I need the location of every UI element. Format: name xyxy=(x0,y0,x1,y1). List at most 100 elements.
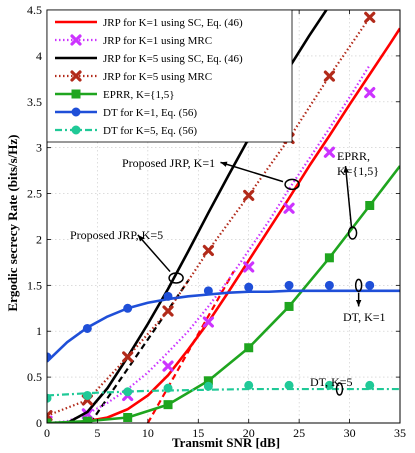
annotation-arrow-jrp-k1-head xyxy=(220,161,228,167)
x-tick-label: 30 xyxy=(344,426,356,440)
data-point xyxy=(284,380,294,390)
x-tick-label: 25 xyxy=(293,426,305,440)
x-tick-label: 15 xyxy=(192,426,204,440)
data-point xyxy=(47,418,52,423)
data-point xyxy=(123,303,133,313)
data-point xyxy=(123,412,133,422)
x-tick-label: 35 xyxy=(394,426,406,440)
series-line xyxy=(67,27,400,423)
data-point xyxy=(82,390,92,400)
data-point xyxy=(283,202,295,214)
data-point xyxy=(284,301,294,311)
annotation-eprr-2: K={1,5} xyxy=(337,164,379,178)
annotation-arrow-jrp-k5 xyxy=(137,234,171,273)
legend-swatch-marker-b xyxy=(70,70,82,82)
annotation-arrow-jrp-k5-head xyxy=(137,234,145,242)
annotation-eprr-1: EPRR, xyxy=(337,149,370,163)
data-point xyxy=(82,323,92,333)
y-tick-label: 0.5 xyxy=(27,370,42,384)
data-point xyxy=(323,70,335,82)
legend-entry: JRP for K=1 using SC, Eq. (46) xyxy=(103,17,243,29)
legend-swatch-marker xyxy=(71,89,81,99)
y-tick-label: 3 xyxy=(36,141,42,155)
x-axis-label: Transmit SNR [dB] xyxy=(172,435,280,450)
y-tick-label: 4 xyxy=(36,49,42,63)
data-point xyxy=(243,189,255,201)
asymptote-line xyxy=(146,271,235,423)
series-line xyxy=(47,64,371,423)
x-tick-label: 20 xyxy=(243,426,255,440)
legend: JRP for K=1 using SC, Eq. (46) JRP for K=… xyxy=(46,9,293,143)
data-point xyxy=(324,280,334,290)
series-line xyxy=(47,10,328,423)
annotation-arrow-eprr-head xyxy=(343,166,349,173)
annotation-dt-k5: DT, K=5 xyxy=(310,375,353,389)
data-point xyxy=(364,11,376,23)
data-point-b xyxy=(243,261,255,273)
y-tick-label: 1.5 xyxy=(27,278,42,292)
legend-entry: DT for K=1, Eq. (56) xyxy=(103,107,197,119)
data-point xyxy=(203,286,213,296)
legend-swatch-marker-b xyxy=(70,34,82,46)
data-point xyxy=(163,291,173,301)
x-tick-label: 0 xyxy=(44,426,50,440)
data-point xyxy=(202,316,214,328)
data-point xyxy=(47,393,52,403)
data-point xyxy=(244,282,254,292)
data-point xyxy=(243,261,255,273)
data-point xyxy=(323,146,335,158)
data-point xyxy=(324,253,334,263)
data-point xyxy=(203,381,213,391)
data-point xyxy=(365,280,375,290)
data-point xyxy=(122,351,134,363)
annotation-ring-jrp-k5 xyxy=(168,272,184,284)
legend-entry: EPRR, K={1,5} xyxy=(103,89,174,101)
y-axis-label: Ergodic secrecy Rate (bits/s/Hz) xyxy=(5,134,20,311)
y-tick-label: 0 xyxy=(36,416,42,430)
legend-swatch-marker xyxy=(71,107,81,117)
series-line xyxy=(47,165,400,423)
data-point-b xyxy=(364,86,376,99)
annotation-arrow-dt-k1-head xyxy=(355,299,362,307)
legend-entry: DT for K=5, Eq. (56) xyxy=(103,125,197,137)
data-point xyxy=(123,387,133,397)
data-point xyxy=(324,380,334,390)
annotation-ring-jrp-k1 xyxy=(284,178,300,191)
data-point-b xyxy=(364,11,376,23)
data-point xyxy=(202,244,214,257)
data-point-b xyxy=(283,202,295,214)
data-point xyxy=(244,343,254,353)
x-tick-label: 5 xyxy=(94,426,100,440)
data-point xyxy=(284,280,294,290)
y-tick-label: 2 xyxy=(36,232,42,246)
legend-swatch-marker xyxy=(71,125,81,135)
annotation-ring-dt-k5 xyxy=(335,382,344,396)
data-point xyxy=(364,86,376,99)
data-point-b xyxy=(323,70,335,82)
data-point-b xyxy=(323,146,335,158)
data-point-b xyxy=(243,189,255,201)
data-point-b xyxy=(122,351,134,363)
y-tick-label: 2.5 xyxy=(27,187,42,201)
data-point xyxy=(82,416,92,423)
data-point xyxy=(163,400,173,410)
annotation-arrow-jrp-k1 xyxy=(220,161,284,183)
asymptote-line xyxy=(89,280,190,423)
annotations: Proposed JRP, K=1 Proposed JRP, K=5 EPRR… xyxy=(70,149,386,389)
annotation-ring-eprr xyxy=(347,226,358,240)
legend-entry: JRP for K=5 using MRC xyxy=(103,71,212,83)
data-point-b xyxy=(202,316,214,328)
data-point xyxy=(162,305,174,317)
annotation-dt-k1: DT, K=1 xyxy=(343,310,386,324)
annotation-arrow-eprr xyxy=(344,165,353,229)
x-tick-label: 10 xyxy=(142,426,154,440)
y-tick-label: 4.5 xyxy=(27,3,42,17)
annotation-jrp-k5: Proposed JRP, K=5 xyxy=(70,228,163,242)
data-point-b xyxy=(202,244,214,257)
data-point xyxy=(365,380,375,390)
data-point xyxy=(244,380,254,390)
data-point xyxy=(163,383,173,393)
legend-entry: JRP for K=5 using SC, Eq. (46) xyxy=(103,53,243,65)
data-point xyxy=(81,408,93,420)
